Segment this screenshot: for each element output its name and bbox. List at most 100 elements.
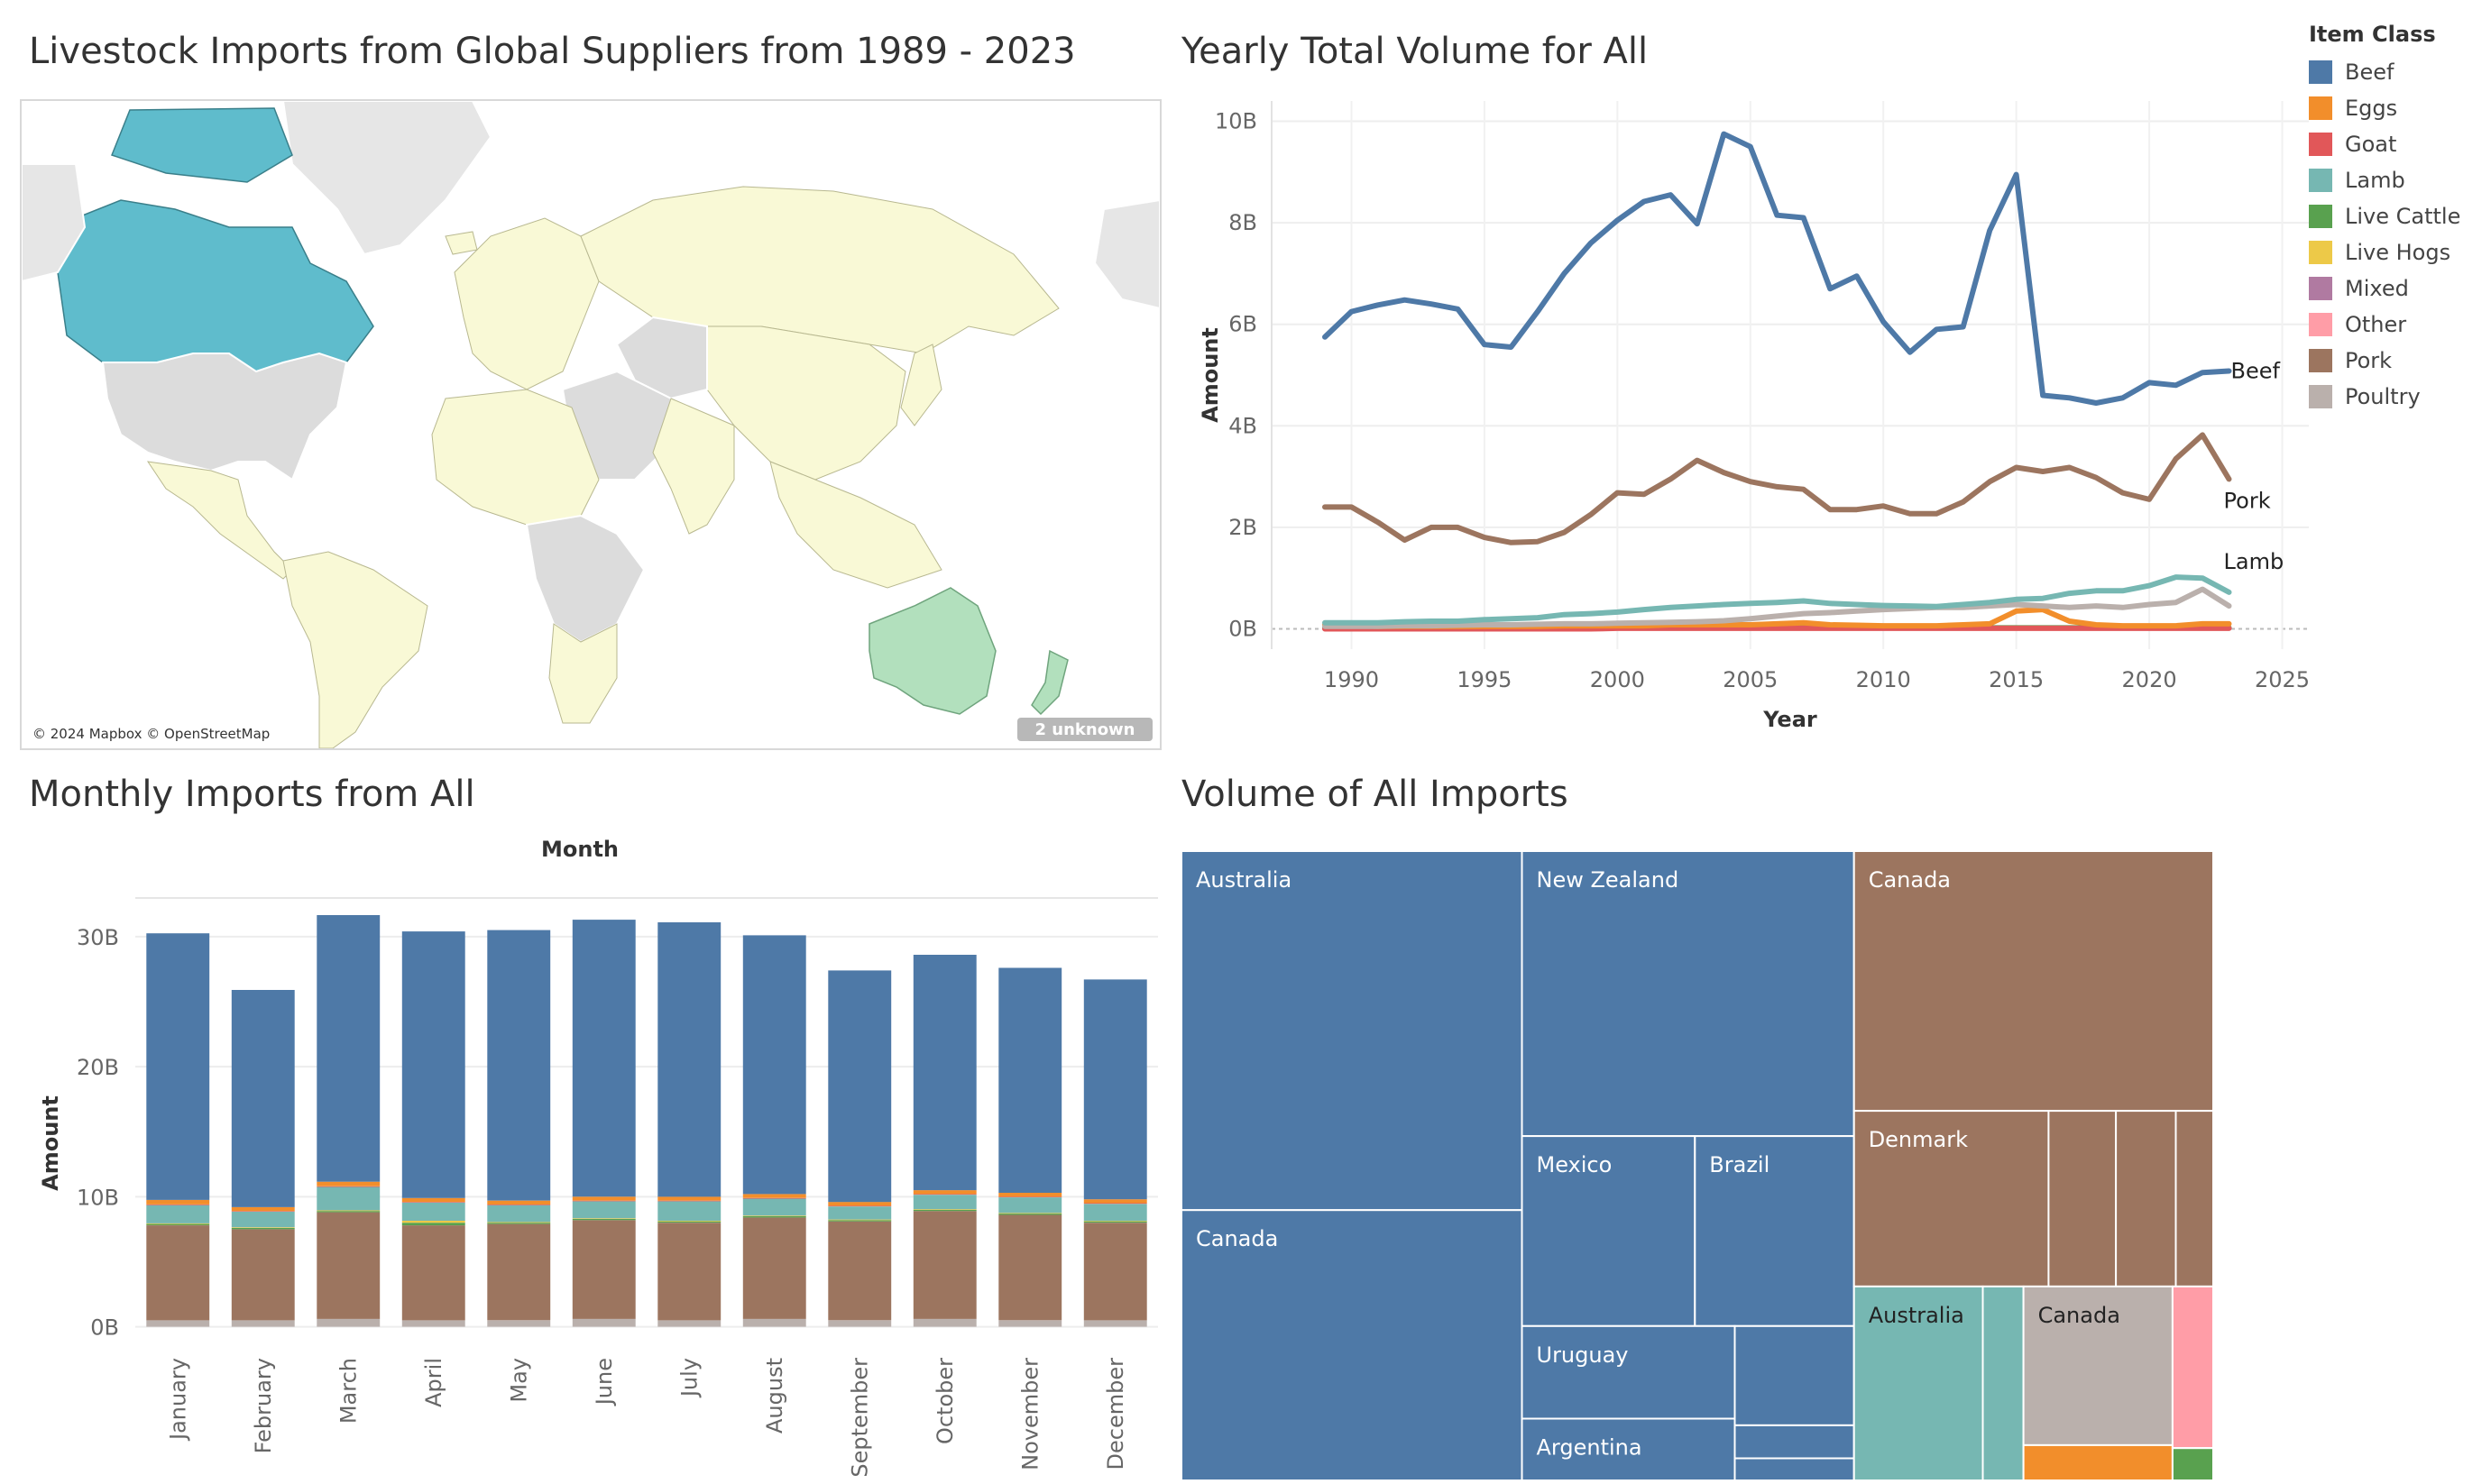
treemap-cell-beef[interactable]	[1733, 1457, 1855, 1481]
bar-segment-eggs[interactable]	[146, 1199, 210, 1205]
treemap-cell-beef[interactable]	[1694, 1135, 1855, 1327]
bar-segment-beef[interactable]	[231, 990, 295, 1207]
legend-item-poultry[interactable]: Poultry	[2309, 379, 2489, 415]
bar-segment-goat[interactable]	[828, 1205, 892, 1207]
bar-segment-beef[interactable]	[913, 955, 977, 1191]
bar-segment-beef[interactable]	[401, 931, 465, 1198]
yearly-line-chart[interactable]: 0B 2B 4B 6B 8B 10B 1990 1995 2000 2005 2010 2015 202…	[1181, 90, 2320, 757]
bar-segment-lamb[interactable]	[913, 1195, 977, 1210]
bar-segment-poultry[interactable]	[146, 1320, 210, 1327]
bar-segment-lamb[interactable]	[657, 1201, 722, 1221]
bar-segment-live-cattle[interactable]	[231, 1228, 295, 1230]
treemap-cell-beef[interactable]	[1521, 1135, 1696, 1327]
bar-segment-goat[interactable]	[317, 1186, 381, 1187]
bar-segment-eggs[interactable]	[913, 1190, 977, 1195]
bar-segment-lamb[interactable]	[317, 1186, 381, 1211]
treemap-cell-beef[interactable]	[1181, 850, 1523, 1212]
bar-segment-poultry[interactable]	[1083, 1320, 1147, 1327]
bar-segment-live-hogs[interactable]	[231, 1227, 295, 1228]
bar-segment-goat[interactable]	[998, 1196, 1062, 1197]
legend-item-goat[interactable]: Goat	[2309, 126, 2489, 162]
bar-segment-live-hogs[interactable]	[742, 1215, 806, 1216]
bar-segment-lamb[interactable]	[998, 1197, 1062, 1214]
bar-segment-eggs[interactable]	[1083, 1199, 1147, 1204]
bar-segment-beef[interactable]	[742, 935, 806, 1195]
legend-item-other[interactable]: Other	[2309, 307, 2489, 343]
treemap-cell-live-cattle[interactable]	[2171, 1447, 2215, 1482]
treemap-cell-beef[interactable]	[1733, 1424, 1855, 1460]
unknown-badge[interactable]: 2 unknown	[1017, 718, 1153, 741]
bar-segment-eggs[interactable]	[231, 1206, 295, 1212]
bar-segment-goat[interactable]	[657, 1200, 722, 1202]
bar-segment-beef[interactable]	[487, 930, 551, 1201]
bar-segment-live-cattle[interactable]	[742, 1216, 806, 1218]
bar-segment-poultry[interactable]	[742, 1318, 806, 1327]
bar-segment-poultry[interactable]	[913, 1318, 977, 1327]
bar-segment-live-cattle[interactable]	[146, 1223, 210, 1225]
bar-segment-live-hogs[interactable]	[317, 1210, 381, 1212]
bar-segment-goat[interactable]	[572, 1200, 636, 1202]
bar-segment-poultry[interactable]	[657, 1320, 722, 1327]
bar-segment-live-hogs[interactable]	[828, 1219, 892, 1221]
bar-segment-pork[interactable]	[828, 1221, 892, 1321]
bar-segment-live-cattle[interactable]	[317, 1211, 381, 1213]
bar-segment-lamb[interactable]	[487, 1205, 551, 1223]
bar-segment-lamb[interactable]	[231, 1211, 295, 1228]
bar-segment-eggs[interactable]	[657, 1196, 722, 1201]
treemap-cell-other[interactable]	[2171, 1285, 2215, 1450]
bar-segment-pork[interactable]	[1083, 1223, 1147, 1321]
bar-segment-beef[interactable]	[572, 920, 636, 1197]
bar-segment-eggs[interactable]	[401, 1197, 465, 1203]
bar-segment-live-hogs[interactable]	[401, 1221, 465, 1223]
bar-segment-pork[interactable]	[657, 1223, 722, 1321]
bar-segment-poultry[interactable]	[487, 1320, 551, 1327]
series-line-beef[interactable]	[1322, 131, 2232, 406]
treemap-cell-pork[interactable]	[2174, 1110, 2214, 1287]
bar-segment-live-hogs[interactable]	[146, 1223, 210, 1224]
bar-segment-live-cattle[interactable]	[828, 1220, 892, 1222]
bar-segment-goat[interactable]	[1083, 1203, 1147, 1205]
bar-segment-lamb[interactable]	[401, 1202, 465, 1221]
treemap-cell-pork[interactable]	[2115, 1110, 2177, 1287]
bar-segment-goat[interactable]	[231, 1211, 295, 1212]
treemap-cell-pork[interactable]	[2047, 1110, 2118, 1287]
treemap-cell-beef[interactable]	[1521, 1417, 1736, 1481]
bar-segment-beef[interactable]	[828, 970, 892, 1203]
bar-segment-eggs[interactable]	[742, 1194, 806, 1198]
bar-segment-beef[interactable]	[146, 933, 210, 1200]
legend-item-pork[interactable]: Pork	[2309, 343, 2489, 379]
treemap-cell-beef[interactable]	[1181, 1209, 1523, 1481]
bar-segment-beef[interactable]	[1083, 979, 1147, 1200]
bar-segment-pork[interactable]	[401, 1225, 465, 1321]
world-map[interactable]: © 2024 Mapbox © OpenStreetMap 2 unknown	[20, 99, 1162, 750]
legend-item-live-hogs[interactable]: Live Hogs	[2309, 234, 2489, 270]
bar-segment-poultry[interactable]	[572, 1318, 636, 1327]
bar-segment-live-cattle[interactable]	[913, 1209, 977, 1212]
bar-segment-pork[interactable]	[231, 1229, 295, 1321]
bar-segment-eggs[interactable]	[317, 1181, 381, 1186]
bar-segment-poultry[interactable]	[828, 1320, 892, 1327]
treemap-cell-beef[interactable]	[1521, 850, 1855, 1138]
bar-segment-live-hogs[interactable]	[1083, 1221, 1147, 1222]
bar-segment-poultry[interactable]	[998, 1320, 1062, 1327]
treemap-cell-lamb[interactable]	[1852, 1285, 1984, 1481]
bar-segment-eggs[interactable]	[572, 1196, 636, 1201]
bar-segment-pork[interactable]	[913, 1211, 977, 1319]
bar-segment-pork[interactable]	[742, 1217, 806, 1319]
bar-segment-live-hogs[interactable]	[572, 1218, 636, 1219]
bar-segment-live-cattle[interactable]	[401, 1223, 465, 1226]
bar-segment-live-cattle[interactable]	[1083, 1221, 1147, 1223]
bar-segment-eggs[interactable]	[487, 1200, 551, 1205]
bar-segment-live-hogs[interactable]	[657, 1221, 722, 1222]
bar-segment-live-hogs[interactable]	[998, 1213, 1062, 1214]
legend-item-mixed[interactable]: Mixed	[2309, 270, 2489, 307]
bar-segment-lamb[interactable]	[742, 1198, 806, 1216]
bar-segment-goat[interactable]	[401, 1202, 465, 1203]
bar-segment-lamb[interactable]	[828, 1206, 892, 1220]
treemap-cell-beef[interactable]	[1733, 1324, 1855, 1426]
monthly-bar-chart[interactable]: Month 0B 10B 20B 30B Amount January February Mar…	[0, 837, 1172, 1480]
bar-segment-lamb[interactable]	[572, 1201, 636, 1219]
series-line-lamb[interactable]	[1322, 574, 2232, 626]
bar-segment-pork[interactable]	[487, 1223, 551, 1321]
treemap-cell-beef[interactable]	[1521, 1324, 1736, 1420]
